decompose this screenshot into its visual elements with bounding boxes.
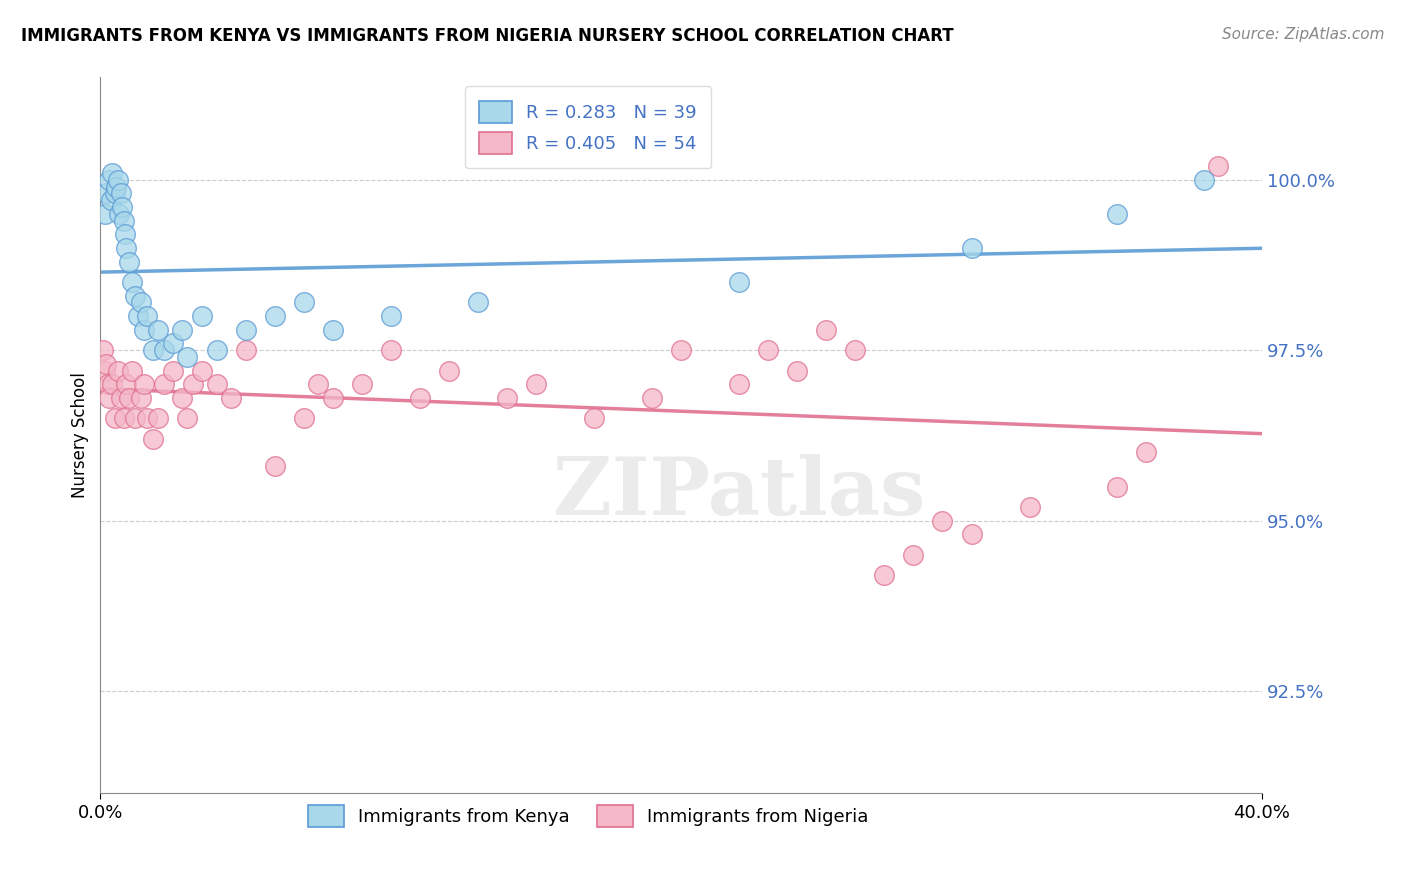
Point [170, 323, 193, 337]
Point [121, 275, 143, 289]
Point [115, 377, 138, 392]
Point [437, 363, 460, 377]
Point [191, 363, 214, 377]
Point [148, 323, 170, 337]
Point [1105, 479, 1128, 493]
Point [1192, 172, 1215, 186]
Point [307, 377, 329, 392]
Point [292, 295, 315, 310]
Point [153, 343, 176, 358]
Point [1018, 500, 1040, 514]
Point [93, 207, 115, 221]
Point [107, 363, 129, 377]
Point [118, 391, 141, 405]
Point [467, 295, 489, 310]
Point [235, 343, 257, 358]
Point [1105, 207, 1128, 221]
Point [132, 323, 155, 337]
Point [93, 363, 115, 377]
Point [129, 391, 152, 405]
Text: ZIPatlas: ZIPatlas [553, 454, 925, 532]
Point [107, 172, 129, 186]
Point [263, 459, 285, 474]
Point [97, 377, 120, 392]
Point [844, 343, 866, 358]
Point [101, 377, 124, 392]
Point [91, 343, 114, 358]
Point [205, 377, 228, 392]
Point [110, 391, 132, 405]
Point [96, 357, 118, 371]
Point [322, 391, 344, 405]
Point [132, 377, 155, 392]
Point [115, 241, 138, 255]
Point [135, 309, 157, 323]
Y-axis label: Nursery School: Nursery School [72, 373, 89, 499]
Point [176, 411, 198, 425]
Point [322, 323, 344, 337]
Point [582, 411, 605, 425]
Point [162, 363, 184, 377]
Point [127, 309, 149, 323]
Point [162, 336, 184, 351]
Point [112, 213, 135, 227]
Point [960, 241, 983, 255]
Point [815, 323, 838, 337]
Point [100, 193, 122, 207]
Text: IMMIGRANTS FROM KENYA VS IMMIGRANTS FROM NIGERIA NURSERY SCHOOL CORRELATION CHAR: IMMIGRANTS FROM KENYA VS IMMIGRANTS FROM… [21, 27, 953, 45]
Point [873, 568, 896, 582]
Point [96, 186, 118, 201]
Point [641, 391, 664, 405]
Point [409, 391, 432, 405]
Point [108, 207, 131, 221]
Point [1135, 445, 1157, 459]
Point [110, 186, 132, 201]
Point [1208, 159, 1230, 173]
Point [118, 254, 141, 268]
Point [181, 377, 204, 392]
Text: Source: ZipAtlas.com: Source: ZipAtlas.com [1222, 27, 1385, 42]
Point [263, 309, 285, 323]
Point [903, 548, 925, 562]
Point [129, 295, 152, 310]
Point [148, 411, 170, 425]
Point [235, 323, 257, 337]
Point [142, 343, 165, 358]
Point [98, 172, 121, 186]
Point [380, 309, 402, 323]
Point [960, 527, 983, 541]
Point [104, 411, 127, 425]
Point [496, 391, 519, 405]
Point [135, 411, 157, 425]
Point [124, 288, 146, 302]
Point [669, 343, 692, 358]
Point [121, 363, 143, 377]
Point [153, 377, 176, 392]
Point [142, 432, 165, 446]
Point [728, 275, 751, 289]
Point [728, 377, 751, 392]
Point [756, 343, 779, 358]
Point [191, 309, 214, 323]
Legend: Immigrants from Kenya, Immigrants from Nigeria: Immigrants from Kenya, Immigrants from N… [301, 798, 876, 834]
Point [205, 343, 228, 358]
Point [105, 179, 128, 194]
Point [176, 350, 198, 364]
Point [350, 377, 373, 392]
Point [111, 200, 134, 214]
Point [292, 411, 315, 425]
Point [101, 166, 124, 180]
Point [104, 186, 127, 201]
Point [124, 411, 146, 425]
Point [219, 391, 242, 405]
Point [380, 343, 402, 358]
Point [524, 377, 547, 392]
Point [931, 514, 953, 528]
Point [170, 391, 193, 405]
Point [112, 411, 135, 425]
Point [98, 391, 121, 405]
Point [114, 227, 136, 242]
Point [786, 363, 808, 377]
